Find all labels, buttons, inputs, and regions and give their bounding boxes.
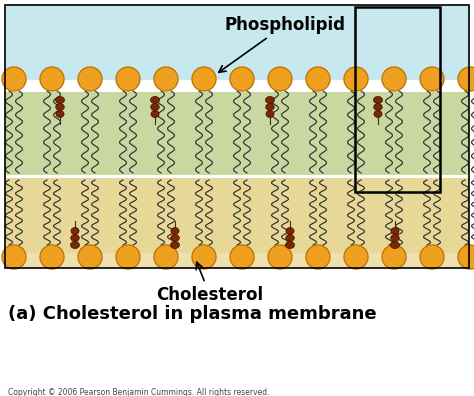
Ellipse shape bbox=[55, 97, 64, 103]
Circle shape bbox=[40, 67, 64, 91]
Ellipse shape bbox=[374, 110, 382, 118]
Circle shape bbox=[154, 245, 178, 269]
Ellipse shape bbox=[151, 97, 159, 103]
Circle shape bbox=[192, 67, 216, 91]
Ellipse shape bbox=[171, 242, 180, 249]
Circle shape bbox=[154, 67, 178, 91]
Circle shape bbox=[420, 67, 444, 91]
Circle shape bbox=[230, 245, 254, 269]
Circle shape bbox=[382, 245, 406, 269]
Circle shape bbox=[458, 67, 474, 91]
Ellipse shape bbox=[374, 103, 382, 110]
Ellipse shape bbox=[391, 234, 399, 242]
Ellipse shape bbox=[151, 103, 159, 110]
Ellipse shape bbox=[265, 97, 274, 103]
Text: (a) Cholesterol in plasma membrane: (a) Cholesterol in plasma membrane bbox=[8, 305, 377, 323]
Ellipse shape bbox=[71, 227, 79, 234]
Text: Phospholipid: Phospholipid bbox=[219, 16, 346, 72]
Ellipse shape bbox=[286, 234, 294, 242]
Ellipse shape bbox=[71, 234, 79, 242]
Circle shape bbox=[458, 245, 474, 269]
Circle shape bbox=[420, 245, 444, 269]
Ellipse shape bbox=[391, 227, 399, 234]
Circle shape bbox=[116, 67, 140, 91]
Text: Copyright © 2006 Pearson Benjamin Cummings. All rights reserved.: Copyright © 2006 Pearson Benjamin Cummin… bbox=[8, 388, 270, 396]
Circle shape bbox=[230, 67, 254, 91]
Circle shape bbox=[2, 67, 26, 91]
Circle shape bbox=[116, 245, 140, 269]
Circle shape bbox=[268, 245, 292, 269]
Circle shape bbox=[78, 245, 102, 269]
Bar bbox=[5, 5, 469, 268]
Circle shape bbox=[344, 67, 368, 91]
Circle shape bbox=[306, 67, 330, 91]
Ellipse shape bbox=[56, 110, 64, 118]
Circle shape bbox=[78, 67, 102, 91]
Ellipse shape bbox=[56, 103, 64, 110]
Ellipse shape bbox=[171, 227, 179, 234]
Bar bbox=[5, 5, 469, 80]
Ellipse shape bbox=[171, 234, 179, 242]
Circle shape bbox=[382, 67, 406, 91]
Bar bbox=[355, 7, 440, 192]
Ellipse shape bbox=[71, 242, 80, 249]
Ellipse shape bbox=[266, 103, 274, 110]
Ellipse shape bbox=[285, 242, 294, 249]
Bar bbox=[5, 178, 469, 253]
Bar bbox=[5, 92, 469, 175]
Ellipse shape bbox=[374, 97, 383, 103]
Circle shape bbox=[2, 245, 26, 269]
Ellipse shape bbox=[391, 242, 400, 249]
Circle shape bbox=[306, 245, 330, 269]
Bar bbox=[5, 253, 469, 268]
Ellipse shape bbox=[151, 110, 159, 118]
Circle shape bbox=[40, 245, 64, 269]
Text: Cholesterol: Cholesterol bbox=[156, 262, 264, 304]
Circle shape bbox=[192, 245, 216, 269]
Ellipse shape bbox=[286, 227, 294, 234]
Circle shape bbox=[344, 245, 368, 269]
Ellipse shape bbox=[266, 110, 274, 118]
Circle shape bbox=[268, 67, 292, 91]
